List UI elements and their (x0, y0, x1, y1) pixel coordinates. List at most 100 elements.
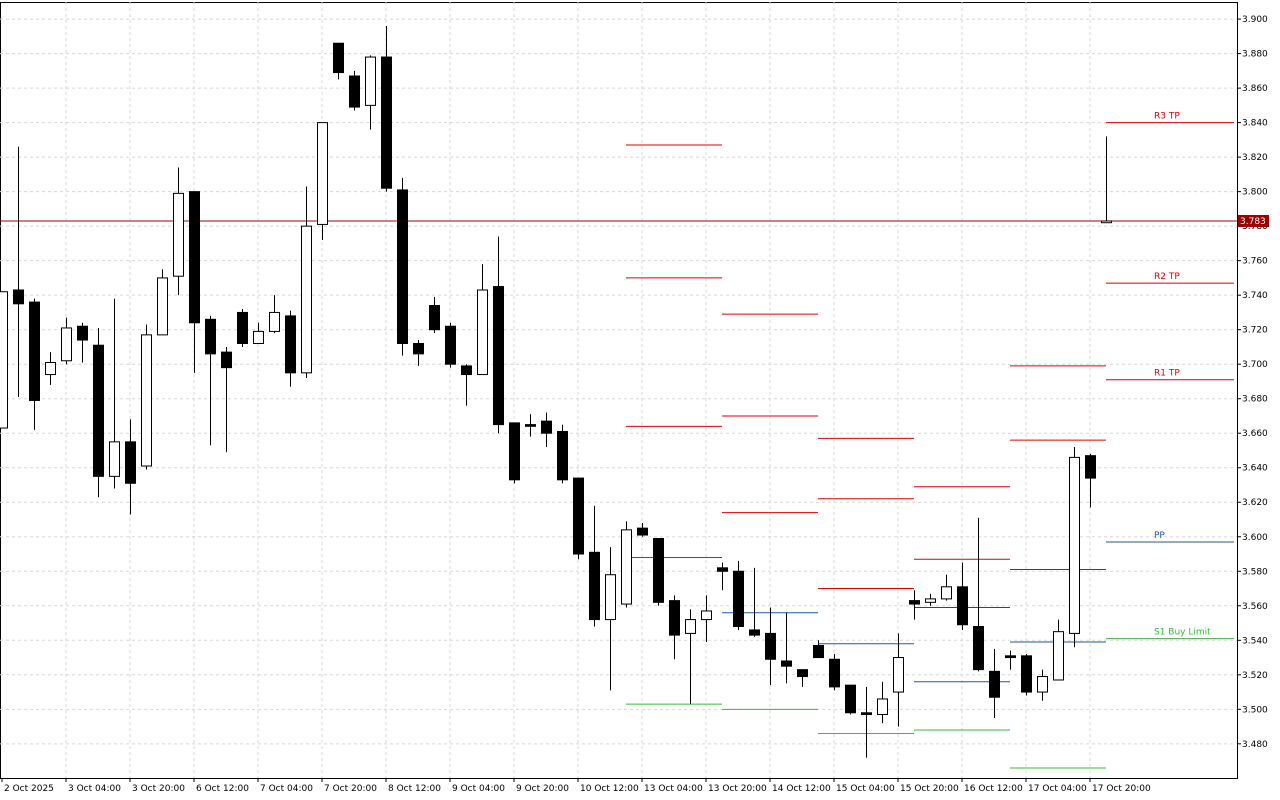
candle-body (221, 351, 232, 369)
candle-body (253, 330, 264, 344)
y-tick-label: 3.900 (1242, 15, 1268, 25)
x-tick-label: 16 Oct 12:00 (964, 784, 1023, 794)
level-label: R2 TP (1154, 272, 1180, 282)
x-tick-label: 13 Oct 20:00 (708, 784, 767, 794)
candle-body (285, 315, 296, 374)
price-tag-label: 3.783 (1240, 217, 1266, 227)
candle-body (141, 334, 152, 467)
candle-body (717, 567, 728, 572)
y-tick-label: 3.620 (1242, 498, 1268, 508)
candle-body (445, 325, 456, 365)
x-tick-label: 13 Oct 04:00 (644, 784, 703, 794)
candle-body (93, 344, 104, 477)
x-tick-label: 15 Oct 04:00 (836, 784, 895, 794)
candle-body (637, 527, 648, 536)
level-label: PP (1154, 531, 1165, 541)
candle-body (269, 311, 280, 332)
candle-body (765, 632, 776, 660)
plot-frame (0, 2, 1238, 779)
x-tick-label: 17 Oct 20:00 (1092, 784, 1151, 794)
x-tick-label: 7 Oct 20:00 (324, 784, 377, 794)
candle-body (685, 619, 696, 634)
candle-body (877, 698, 888, 715)
level-label: R1 TP (1154, 369, 1180, 379)
candle-body (349, 75, 360, 108)
x-tick-label: 3 Oct 04:00 (68, 784, 121, 794)
y-tick-label: 3.760 (1242, 257, 1268, 267)
candle-body (573, 477, 584, 555)
candle-body (701, 610, 712, 621)
y-tick-label: 3.640 (1242, 464, 1268, 474)
y-tick-label: 3.520 (1242, 671, 1268, 681)
y-tick-label: 3.740 (1242, 291, 1268, 301)
candle-body (509, 422, 520, 481)
candle-body (957, 586, 968, 626)
y-tick-label: 3.780 (1242, 222, 1268, 232)
y-tick-label: 3.840 (1242, 119, 1268, 129)
y-tick-label: 3.600 (1242, 533, 1268, 543)
candle-body (301, 225, 312, 374)
y-tick-label: 3.480 (1242, 740, 1268, 750)
candle-body (365, 56, 376, 106)
candle-body (845, 684, 856, 714)
candle-body (317, 122, 328, 225)
candle-body (1053, 631, 1064, 681)
candle-body (1005, 655, 1016, 659)
candle-body (813, 644, 824, 659)
y-tick-label: 3.540 (1242, 636, 1268, 646)
candle-body (557, 431, 568, 481)
candle-body (237, 311, 248, 344)
candle-body (941, 586, 952, 600)
candle-body (189, 191, 200, 324)
candle-body (429, 305, 440, 331)
candle-body (77, 325, 88, 341)
candle-body (13, 289, 24, 305)
y-tick-label: 3.820 (1242, 153, 1268, 163)
level-label: S1 Buy Limit (1154, 628, 1211, 638)
x-tick-label: 8 Oct 12:00 (388, 784, 441, 794)
candle-body (173, 192, 184, 277)
candle-body (1085, 455, 1096, 479)
candle-body (413, 342, 424, 355)
candle-body (861, 712, 872, 715)
candle-body (621, 529, 632, 605)
candle-body (109, 441, 120, 477)
candle-body (381, 56, 392, 189)
candle-body (29, 301, 40, 401)
x-tick-label: 17 Oct 04:00 (1028, 784, 1087, 794)
x-tick-label: 9 Oct 04:00 (452, 784, 505, 794)
candle-body (493, 286, 504, 426)
x-tick-label: 3 Oct 20:00 (132, 784, 185, 794)
candle-body (45, 361, 56, 376)
candle-body (157, 277, 168, 336)
candle-body (797, 669, 808, 678)
y-tick-label: 3.580 (1242, 567, 1268, 577)
candle-body (749, 629, 760, 636)
y-tick-label: 3.800 (1242, 188, 1268, 198)
candle-body (477, 289, 488, 376)
level-label: R3 TP (1154, 112, 1180, 122)
x-tick-label: 7 Oct 04:00 (260, 784, 313, 794)
candle-body (333, 42, 344, 74)
y-tick-label: 3.720 (1242, 326, 1268, 336)
candle-body (1069, 456, 1080, 634)
candle-body (1037, 676, 1048, 693)
candle-body (781, 660, 792, 667)
y-tick-label: 3.680 (1242, 395, 1268, 405)
x-tick-label: 6 Oct 12:00 (196, 784, 249, 794)
candle-body (125, 441, 136, 484)
plot (0, 2, 1237, 778)
candle-body (1101, 220, 1112, 224)
candle-body (541, 420, 552, 434)
x-tick-label: 10 Oct 12:00 (580, 784, 639, 794)
candle-body (397, 189, 408, 344)
x-tick-label: 9 Oct 20:00 (516, 784, 569, 794)
y-tick-label: 3.660 (1242, 429, 1268, 439)
x-tick-label: 14 Oct 12:00 (772, 784, 831, 794)
candle-body (605, 574, 616, 621)
candle-body (989, 670, 1000, 698)
x-tick-label: 15 Oct 20:00 (900, 784, 959, 794)
candle-body (669, 600, 680, 636)
candle-body (0, 291, 8, 429)
